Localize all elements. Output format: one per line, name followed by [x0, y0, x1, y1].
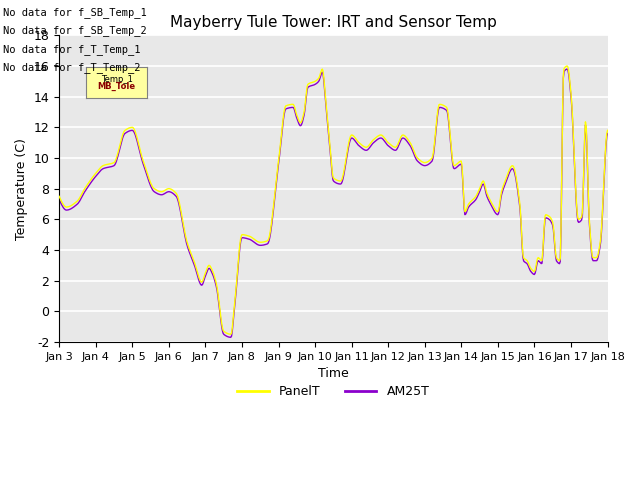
Y-axis label: Temperature (C): Temperature (C) — [15, 138, 28, 240]
Text: MB_Tole: MB_Tole — [98, 82, 136, 91]
X-axis label: Time: Time — [318, 367, 349, 380]
Text: No data for f_SB_Temp_1: No data for f_SB_Temp_1 — [3, 7, 147, 18]
Text: Temp_1: Temp_1 — [101, 75, 132, 84]
Text: No data for f_SB_Temp_2: No data for f_SB_Temp_2 — [3, 25, 147, 36]
Text: No data for f_T_Temp_2: No data for f_T_Temp_2 — [3, 62, 141, 73]
Legend: PanelT, AM25T: PanelT, AM25T — [232, 380, 435, 403]
Title: Mayberry Tule Tower: IRT and Sensor Temp: Mayberry Tule Tower: IRT and Sensor Temp — [170, 15, 497, 30]
Text: No data for f_T_Temp_1: No data for f_T_Temp_1 — [3, 44, 141, 55]
